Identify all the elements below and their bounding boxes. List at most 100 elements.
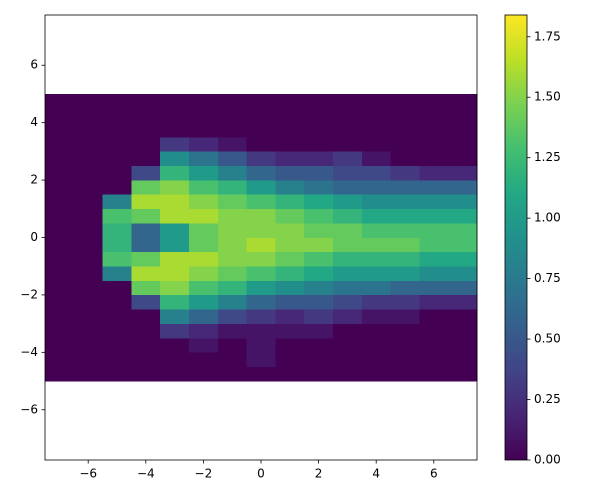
cell	[189, 251, 219, 267]
cell	[131, 366, 161, 382]
cell	[419, 337, 449, 353]
cell	[448, 208, 478, 224]
cell	[361, 93, 391, 109]
cell	[275, 108, 305, 123]
cell	[45, 151, 75, 167]
cell	[217, 165, 247, 181]
cell	[304, 352, 334, 367]
y-tick-label: 0	[30, 230, 38, 244]
cell	[390, 122, 420, 138]
x-tick-label: 4	[372, 467, 380, 481]
cell	[102, 223, 132, 238]
cell	[304, 266, 334, 281]
cell	[217, 194, 247, 210]
cell	[73, 137, 103, 152]
cell	[73, 194, 103, 210]
cell	[45, 352, 75, 367]
cell	[131, 309, 161, 324]
cell	[160, 194, 190, 210]
cell	[131, 151, 161, 167]
cell	[361, 165, 391, 181]
cell	[45, 108, 75, 123]
cell	[246, 194, 276, 210]
cell	[131, 223, 161, 238]
cell	[189, 266, 219, 281]
cell	[304, 251, 334, 267]
cell	[390, 337, 420, 353]
cell	[73, 323, 103, 339]
cell	[361, 108, 391, 123]
cell	[246, 366, 276, 382]
cell	[304, 194, 334, 210]
cell	[275, 294, 305, 310]
cell	[45, 337, 75, 353]
cell	[390, 323, 420, 339]
cell	[419, 180, 449, 195]
colorbar	[504, 14, 528, 461]
cell	[160, 251, 190, 267]
x-tick-label: −2	[195, 467, 213, 481]
cell	[45, 208, 75, 224]
cell	[246, 251, 276, 267]
cell	[160, 323, 190, 339]
cell	[131, 294, 161, 310]
cell	[419, 151, 449, 167]
cell	[448, 165, 478, 181]
cell	[246, 294, 276, 310]
cell	[73, 208, 103, 224]
cell	[304, 323, 334, 339]
y-tick-label: −6	[20, 402, 38, 416]
cell	[333, 122, 363, 138]
cell	[102, 366, 132, 382]
colorbar-tick-label: 1.25	[534, 150, 561, 164]
cell	[390, 108, 420, 123]
cell	[419, 294, 449, 310]
cell	[304, 366, 334, 382]
cell	[160, 237, 190, 253]
colorbar-tick-label: 0.75	[534, 271, 561, 285]
cell	[246, 352, 276, 367]
cell	[189, 337, 219, 353]
cell	[102, 352, 132, 367]
cell	[189, 352, 219, 367]
cell	[448, 151, 478, 167]
cell	[304, 309, 334, 324]
cell	[160, 280, 190, 296]
cell	[333, 223, 363, 238]
cell	[419, 93, 449, 109]
cell	[102, 294, 132, 310]
cell	[102, 180, 132, 195]
cell	[275, 237, 305, 253]
cell	[304, 137, 334, 152]
colorbar-tick-label: 1.50	[534, 90, 561, 104]
cell	[73, 151, 103, 167]
cell	[304, 93, 334, 109]
cell	[275, 352, 305, 367]
cell	[419, 280, 449, 296]
cell	[333, 266, 363, 281]
cell	[160, 366, 190, 382]
cell	[361, 237, 391, 253]
cell	[73, 108, 103, 123]
cell	[160, 294, 190, 310]
cell	[217, 93, 247, 109]
cell	[45, 366, 75, 382]
cell	[189, 280, 219, 296]
cell	[73, 294, 103, 310]
cell	[246, 337, 276, 353]
y-tick-label: 2	[30, 173, 38, 187]
cell	[361, 323, 391, 339]
cell	[333, 165, 363, 181]
cell	[361, 180, 391, 195]
cell	[333, 137, 363, 152]
cell	[419, 309, 449, 324]
cell	[333, 194, 363, 210]
cell	[217, 323, 247, 339]
cell	[217, 180, 247, 195]
cell	[189, 93, 219, 109]
cell	[73, 266, 103, 281]
cell	[419, 352, 449, 367]
cell	[131, 280, 161, 296]
cell	[246, 223, 276, 238]
